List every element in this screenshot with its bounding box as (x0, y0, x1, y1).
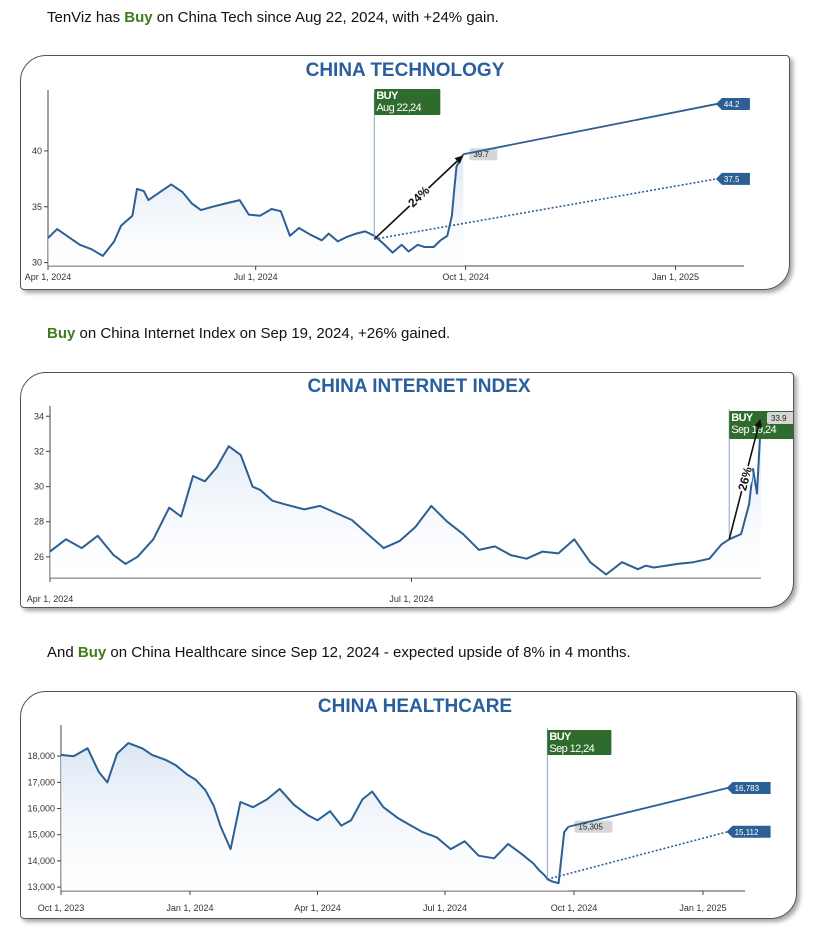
buy-signal-date: Sep 19,24 (731, 424, 776, 436)
caption-china-tech: TenViz has Buy on China Tech since Aug 2… (47, 9, 499, 26)
gain-label-bg (408, 186, 430, 208)
y-tick-label: 30 (34, 482, 44, 492)
target-value-tag (715, 97, 750, 110)
caption-pre: TenViz has (47, 9, 125, 26)
target-value-label: 44.2 (724, 100, 740, 109)
target-value-label: 37.5 (724, 175, 740, 184)
series-area (50, 418, 761, 578)
chart-title: CHINA TECHNOLOGY (306, 60, 505, 81)
series-line (60, 742, 570, 885)
buy-signal-label: BUY (376, 90, 399, 102)
y-tick-label: 15,000 (27, 830, 55, 840)
buy-signal-label: BUY (731, 412, 754, 424)
caption-china-internet: Buy on China Internet Index on Sep 19, 2… (47, 325, 450, 342)
target-value-tag (726, 825, 771, 838)
series-line (47, 153, 465, 257)
target-value-label: 15,112 (735, 828, 759, 837)
gain-label: 26% (735, 465, 755, 492)
y-tick-label: 32 (34, 446, 44, 456)
gain-label-bg (737, 465, 753, 492)
target-value-tag (715, 172, 750, 185)
x-tick-label: Apr 1, 2024 (294, 903, 341, 913)
x-tick-label: Jan 1, 2024 (166, 903, 213, 913)
x-tick-label: Jan 1, 2025 (679, 903, 726, 913)
current-value-label: 15,305 (578, 823, 603, 832)
chart-title: CHINA HEALTHCARE (318, 696, 512, 717)
series-line (49, 417, 762, 576)
caption-china-healthcare: And Buy on China Healthcare since Sep 12… (47, 644, 631, 661)
chart-panel-china-technology: CHINA TECHNOLOGY 30 35 40 Apr 1, 2024 Jul 1, … (20, 55, 790, 290)
y-tick-label: 35 (32, 202, 42, 212)
buy-signal-box (547, 730, 612, 755)
caption-buy-word: Buy (77, 644, 107, 661)
buy-signal-label: BUY (549, 731, 572, 743)
chart-china-internet-index: CHINA INTERNET INDEX 26 28 30 32 34 Apr 1, 202… (27, 376, 793, 604)
target-value-tag (726, 782, 771, 795)
x-tick-label: Apr 1, 2024 (27, 594, 74, 604)
chart-panel-china-internet-index: CHINA INTERNET INDEX 26 28 30 32 34 Apr 1, 202… (20, 372, 794, 608)
buy-signal-date: Sep 12,24 (549, 743, 594, 755)
chart-china-technology: CHINA TECHNOLOGY 30 35 40 Apr 1, 2024 Jul 1, … (25, 60, 750, 282)
y-tick-label: 17,000 (27, 777, 55, 787)
target-line-dotted (547, 831, 728, 880)
target-line-dotted (374, 178, 718, 240)
current-value-label: 39.7 (473, 150, 489, 159)
buy-signal-date: Aug 22,24 (376, 102, 421, 114)
series-area (61, 743, 569, 891)
caption-post: on China Healthcare since Sep 12, 2024 -… (106, 644, 631, 661)
y-tick-label: 16,000 (27, 804, 55, 814)
y-tick-label: 40 (32, 146, 42, 156)
y-tick-label: 28 (34, 517, 44, 527)
x-tick-label: Jul 1, 2024 (423, 903, 467, 913)
x-tick-label: Jul 1, 2024 (389, 594, 433, 604)
y-tick-label: 18,000 (27, 751, 55, 761)
chart-title: CHINA INTERNET INDEX (307, 376, 530, 397)
x-tick-label: Oct 1, 2024 (442, 272, 489, 282)
series-area (48, 154, 464, 266)
current-value-label: 33.9 (771, 414, 787, 423)
caption-post: on China Internet Index on Sep 19, 2024,… (75, 325, 451, 342)
caption-post: on China Tech since Aug 22, 2024, with +… (152, 9, 499, 26)
x-tick-label: Oct 1, 2024 (551, 903, 598, 913)
target-value-label: 16,783 (735, 784, 760, 793)
y-tick-label: 13,000 (27, 882, 55, 892)
y-tick-label: 30 (32, 258, 42, 268)
target-line-solid (568, 787, 728, 828)
chart-china-healthcare: CHINA HEALTHCARE 13,000 14,000 15,000 16,000… (27, 696, 771, 913)
x-tick-label: Jan 1, 2025 (652, 272, 699, 282)
target-line-solid (463, 103, 718, 156)
gain-label-group: 26% (735, 465, 755, 492)
x-tick-label: Oct 1, 2023 (38, 903, 85, 913)
x-tick-label: Apr 1, 2024 (25, 272, 72, 282)
caption-pre: And (47, 644, 78, 661)
chart-panel-china-healthcare: CHINA HEALTHCARE 13,000 14,000 15,000 16,000… (20, 691, 797, 919)
y-tick-label: 34 (34, 411, 44, 421)
x-tick-label: Jul 1, 2024 (234, 272, 278, 282)
buy-signal-box (374, 89, 441, 115)
y-tick-label: 26 (34, 552, 44, 562)
current-value-tag (767, 412, 793, 425)
y-tick-label: 14,000 (27, 856, 55, 866)
caption-buy-word: Buy (47, 325, 76, 342)
caption-buy-word: Buy (124, 9, 153, 26)
